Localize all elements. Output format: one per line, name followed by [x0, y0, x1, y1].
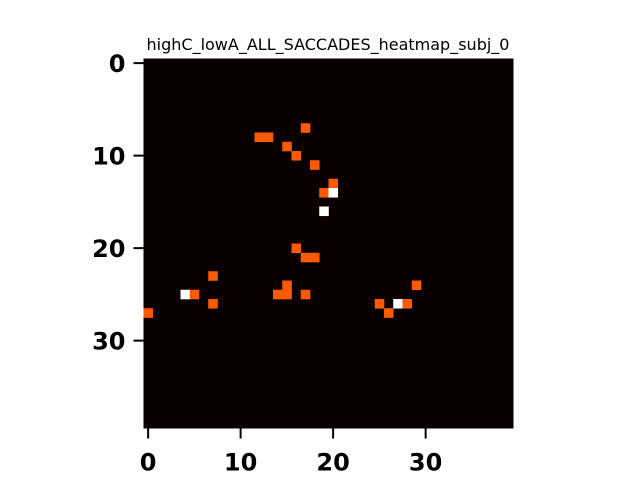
x-tick-label: 30	[409, 449, 442, 477]
heatmap-cell	[291, 151, 302, 161]
heatmap-cell	[328, 188, 339, 198]
x-tick-label: 0	[140, 449, 157, 477]
heatmap-cell	[273, 289, 283, 300]
heatmap-cell	[411, 280, 422, 291]
heatmap-cell	[310, 160, 320, 170]
heatmap-cell	[393, 299, 403, 309]
y-tick-label: 20	[92, 235, 125, 263]
heatmap-cell	[143, 308, 154, 318]
heatmap-cell	[282, 289, 292, 300]
heatmap-background	[143, 58, 514, 429]
y-tick-label: 0	[109, 50, 126, 78]
chart-title: highC_lowA_ALL_SACCADES_heatmap_subj_0	[147, 35, 510, 55]
y-tick-label: 30	[92, 328, 125, 356]
heatmap-cell	[300, 123, 311, 133]
heatmap-cell	[208, 299, 218, 309]
heatmap-cell	[254, 132, 265, 143]
heatmap-cell	[300, 252, 311, 263]
heatmap-cell	[208, 271, 218, 281]
heatmap-cells	[143, 123, 422, 318]
heatmap-cell	[180, 289, 191, 300]
heatmap-cell	[300, 289, 311, 300]
heatmap-cell	[384, 308, 394, 318]
heatmap-cell	[374, 299, 385, 309]
x-tick-label: 20	[316, 449, 349, 477]
heatmap-cell	[310, 252, 320, 263]
heatmap-cell	[282, 280, 292, 291]
heatmap-cell	[263, 132, 274, 143]
heatmap-cell	[291, 243, 302, 254]
x-tick-label: 10	[224, 449, 257, 477]
axes: 0 10 20 30 0 10 20 30	[92, 50, 442, 476]
heatmap-cell	[319, 188, 329, 198]
heatmap-cell	[402, 299, 413, 309]
heatmap-cell	[328, 178, 339, 189]
y-tick-label: 10	[92, 143, 125, 171]
heatmap-cell	[282, 141, 292, 152]
heatmap-cell	[189, 289, 200, 300]
heatmap-cell	[319, 206, 329, 217]
